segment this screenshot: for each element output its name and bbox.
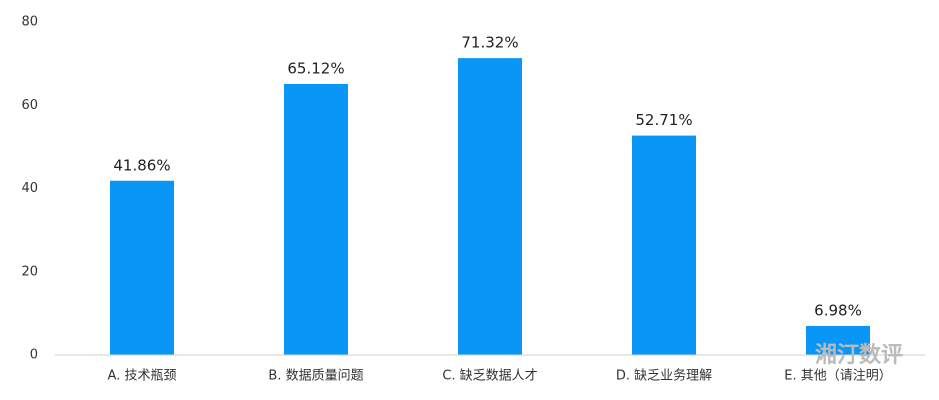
x-tick-label: C. 缺乏数据人才 <box>442 369 537 384</box>
watermark: 湘汀数评 <box>815 342 903 368</box>
bar <box>110 180 174 355</box>
x-tick-label: B. 数据质量问题 <box>268 369 363 384</box>
bar <box>632 135 696 355</box>
value-label: 65.12% <box>287 59 344 77</box>
y-tick-label: 60 <box>21 98 38 113</box>
bar <box>284 83 348 356</box>
value-label: 52.71% <box>635 111 692 129</box>
y-tick-label: 40 <box>21 181 38 196</box>
x-tick-label: A. 技术瓶颈 <box>108 369 177 384</box>
value-label: 71.32% <box>461 34 518 52</box>
value-label: 6.98% <box>814 301 862 319</box>
y-tick-label: 20 <box>21 264 38 279</box>
value-label: 41.86% <box>113 156 170 174</box>
x-tick-label: E. 其他（请注明） <box>784 369 891 384</box>
x-tick-label: D. 缺乏业务理解 <box>616 368 712 384</box>
bar <box>458 58 522 356</box>
y-tick-label: 80 <box>21 15 38 30</box>
y-tick-label: 0 <box>30 348 38 363</box>
bar <box>806 325 870 355</box>
